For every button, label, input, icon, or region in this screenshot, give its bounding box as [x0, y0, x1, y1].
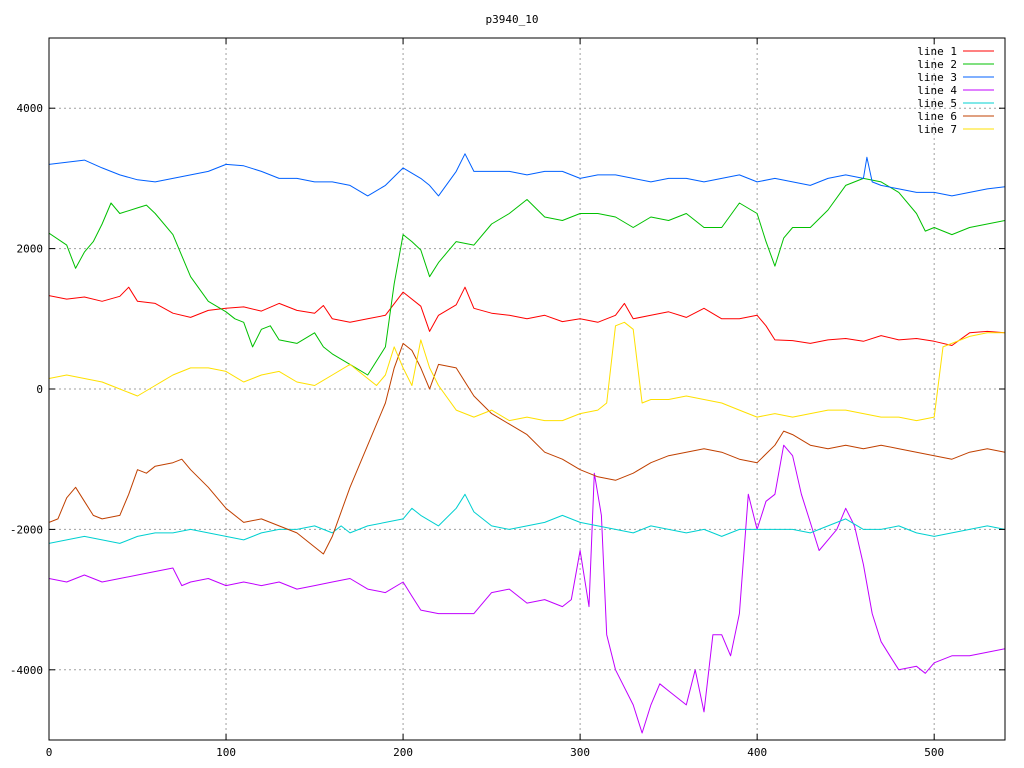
legend-label-1: line 1: [917, 45, 957, 58]
plot-frame: [48, 37, 1006, 741]
legend-label-2: line 2: [917, 58, 957, 71]
series-lines: [49, 153, 1005, 734]
series-line-4: [49, 444, 1005, 734]
series-line-6: [49, 342, 1005, 555]
axis-ticks: 0 100 200 300 400 500 -4000 -2000 0 2000 4000: [10, 38, 1005, 759]
series-line-2: [49, 177, 1005, 376]
legend-label-5: line 5: [917, 97, 957, 110]
series-line-3: [49, 153, 1005, 197]
x-tick-label: 100: [216, 746, 236, 759]
y-tick-label: -4000: [10, 664, 43, 677]
y-tick-label: -2000: [10, 523, 43, 536]
x-tick-label: 0: [46, 746, 53, 759]
grid: [49, 38, 1005, 740]
legend-label-7: line 7: [917, 123, 957, 136]
legend-label-3: line 3: [917, 71, 957, 84]
x-tick-label: 500: [924, 746, 944, 759]
y-tick-label: 0: [36, 383, 43, 396]
y-tick-label: 4000: [17, 102, 44, 115]
y-tick-label: 2000: [17, 243, 44, 256]
series-line-5: [49, 493, 1005, 544]
legend-label-6: line 6: [917, 110, 957, 123]
series-line-7: [49, 321, 1005, 422]
x-tick-label: 400: [747, 746, 767, 759]
x-tick-label: 300: [570, 746, 590, 759]
x-tick-label: 200: [393, 746, 413, 759]
series-line-1: [49, 286, 1005, 346]
chart-title: p3940_10: [486, 13, 539, 26]
legend-label-4: line 4: [917, 84, 957, 97]
